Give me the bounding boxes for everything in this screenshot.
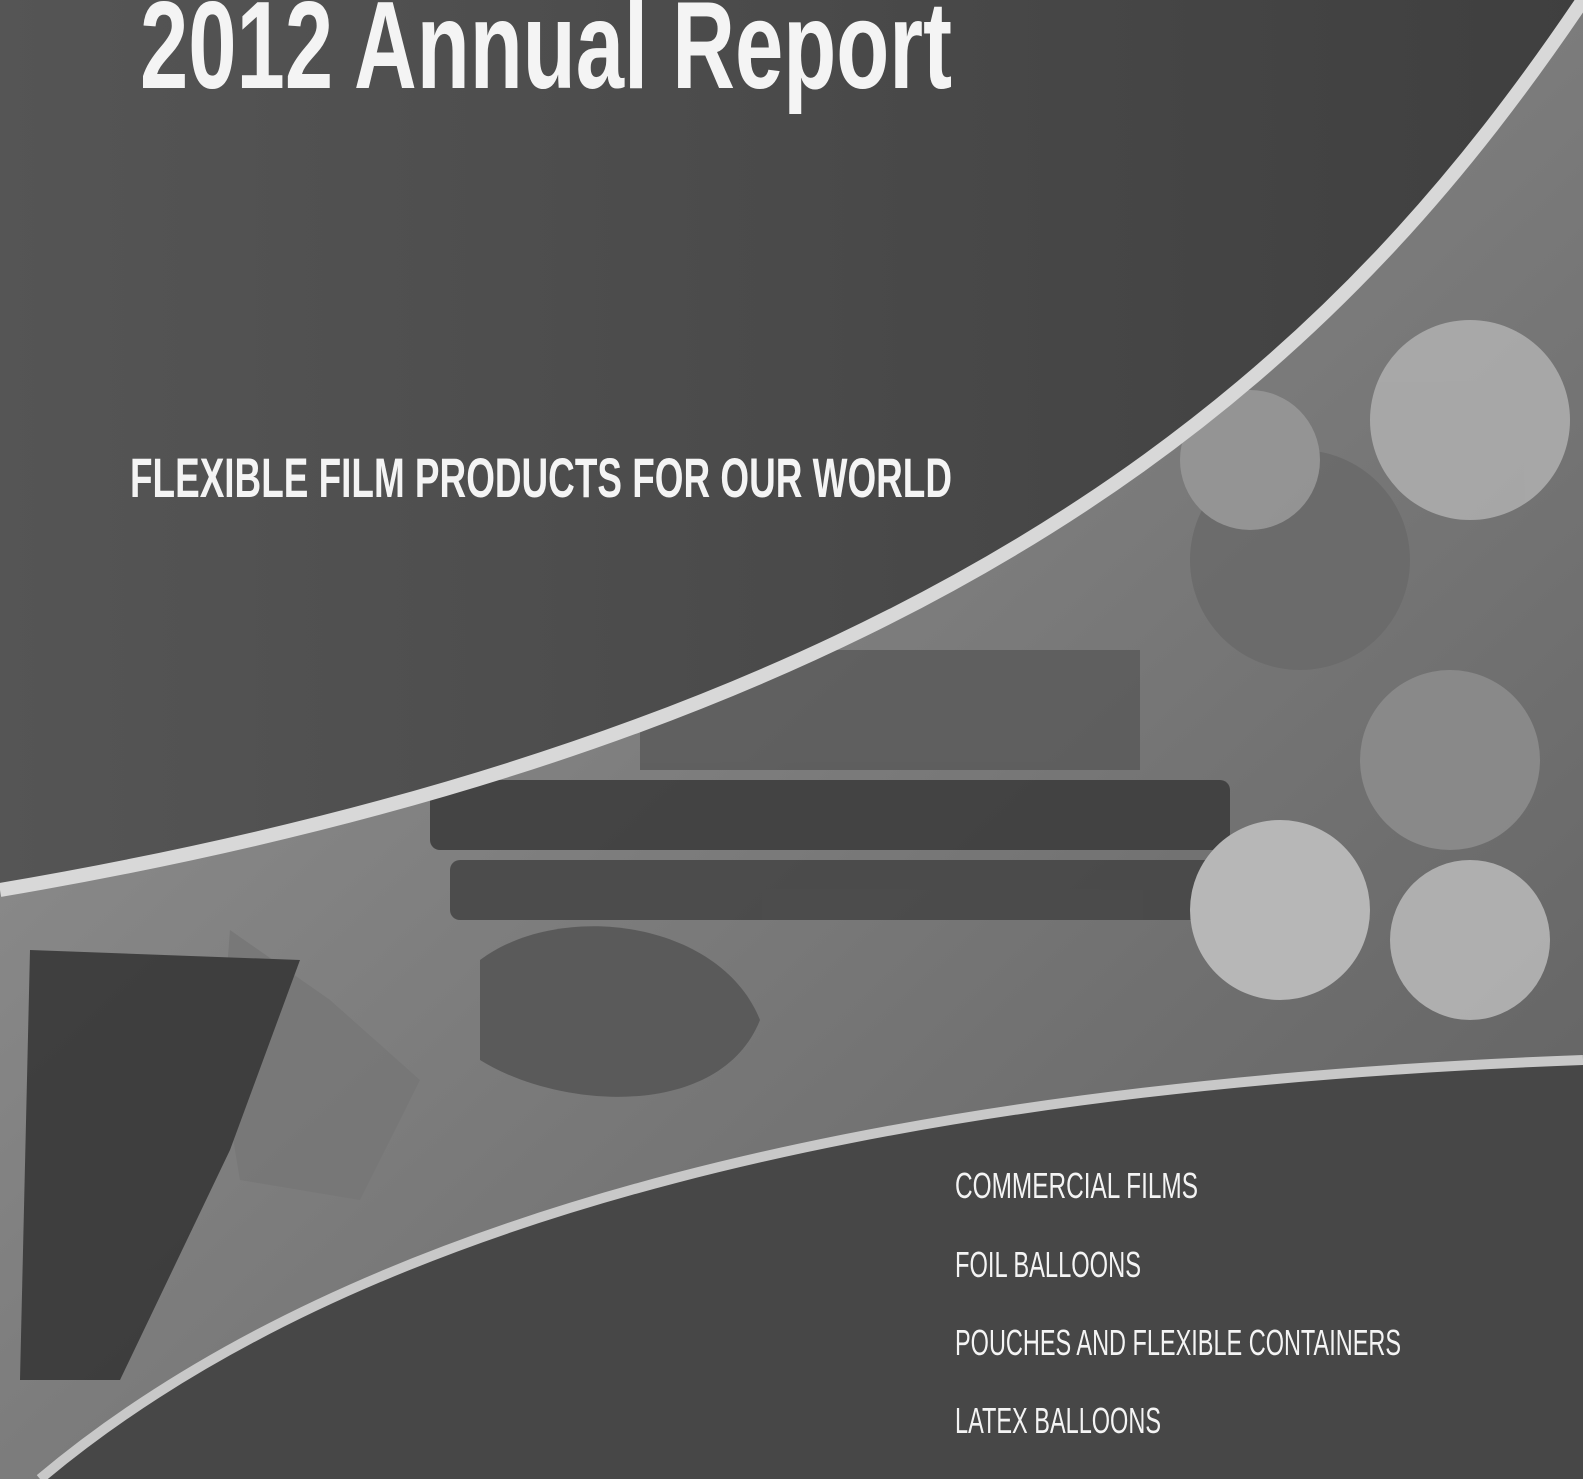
title: 2012 Annual Report: [140, 0, 952, 115]
product: FOIL BALLOONS: [955, 1244, 1141, 1285]
top-dark-panel: [0, 0, 1583, 890]
swoosh-line-lower: [36, 1055, 1583, 1479]
bottom-dark-panel: [40, 1060, 1583, 1479]
product: COMMERCIAL FILMS: [955, 1165, 1198, 1206]
photo-content: [20, 320, 1570, 1380]
product: LATEX BALLOONS: [955, 1400, 1161, 1441]
product: POUCHES AND FLEXIBLE CONTAINERS: [955, 1322, 1401, 1363]
swoosh-line: [0, 0, 1583, 897]
subtitle: FLEXIBLE FILM PRODUCTS FOR OUR WORLD: [130, 446, 952, 509]
